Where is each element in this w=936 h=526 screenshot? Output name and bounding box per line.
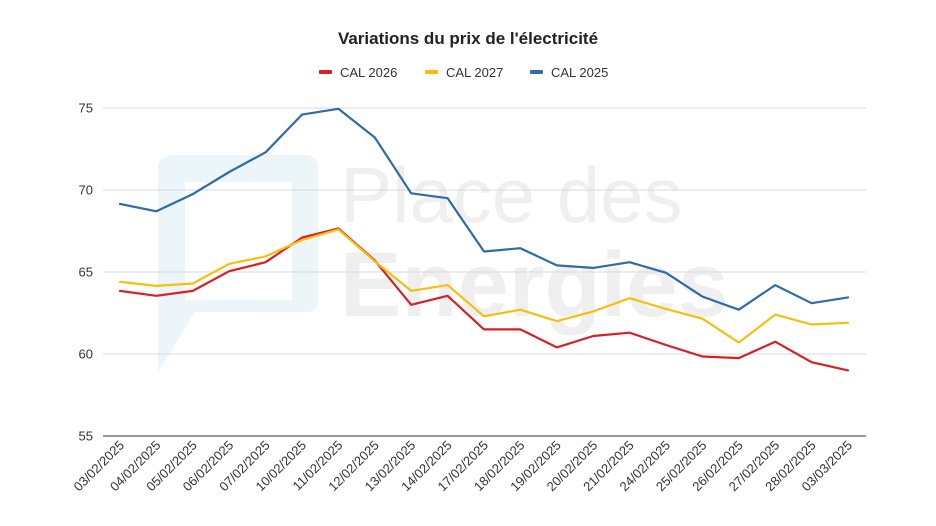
y-tick-label: 60 xyxy=(79,347,93,362)
y-axis-ticks: 55 60 65 70 75 xyxy=(79,101,93,444)
legend-swatch xyxy=(319,70,332,74)
series-line-cal-2025 xyxy=(118,107,850,311)
legend-swatch xyxy=(425,70,438,74)
y-tick-label: 55 xyxy=(79,429,93,444)
y-tick-label: 70 xyxy=(79,183,93,198)
watermark-line1: Place des xyxy=(340,151,683,239)
series-lines xyxy=(118,107,850,372)
chart-title: Variations du prix de l'électricité xyxy=(338,29,598,48)
y-tick-label: 75 xyxy=(79,101,93,116)
x-axis-ticks: 03/02/202504/02/202505/02/202506/02/2025… xyxy=(70,438,855,495)
series-line-cal-2026 xyxy=(118,227,850,372)
y-tick-label: 65 xyxy=(79,265,93,280)
watermark-line2: Energies xyxy=(340,234,729,336)
legend-label: CAL 2025 xyxy=(551,65,608,80)
watermark-logo-shape xyxy=(158,155,318,372)
legend-label: CAL 2026 xyxy=(340,65,397,80)
legend-label: CAL 2027 xyxy=(446,65,503,80)
legend-swatch xyxy=(530,70,543,74)
series-line-cal-2027 xyxy=(118,228,850,344)
legend: CAL 2026 CAL 2027 CAL 2025 xyxy=(319,65,608,80)
